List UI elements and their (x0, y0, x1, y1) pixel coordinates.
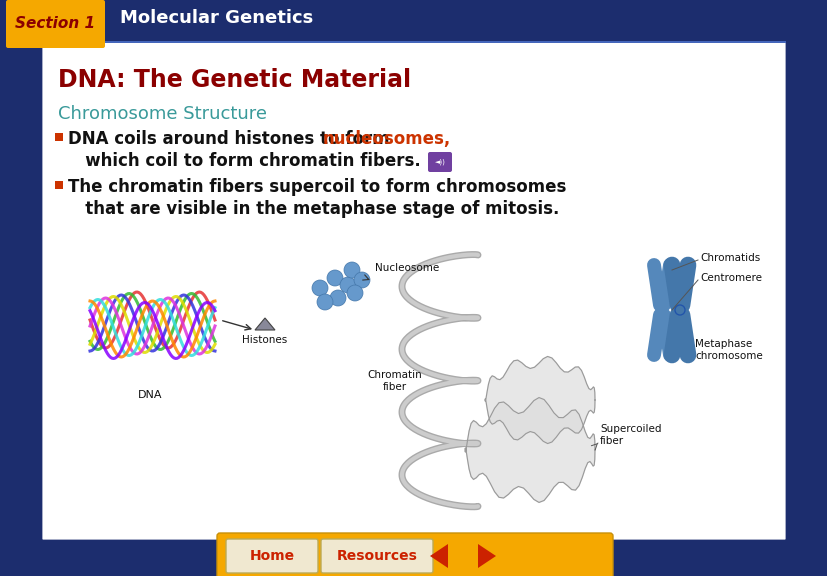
Circle shape (343, 262, 360, 278)
FancyBboxPatch shape (428, 152, 452, 172)
Text: Resources: Resources (336, 549, 417, 563)
Text: Chromatids: Chromatids (699, 253, 759, 263)
Circle shape (347, 285, 362, 301)
Text: which coil to form chromatin fibers.: which coil to form chromatin fibers. (68, 152, 420, 170)
Text: DNA coils around histones to form: DNA coils around histones to form (68, 130, 395, 148)
Text: Chromosome Structure: Chromosome Structure (58, 105, 266, 123)
Text: nucleosomes,: nucleosomes, (323, 130, 451, 148)
Polygon shape (477, 544, 495, 568)
Circle shape (327, 270, 342, 286)
Polygon shape (255, 318, 275, 330)
Text: The chromatin fibers supercoil to form chromosomes: The chromatin fibers supercoil to form c… (68, 178, 566, 196)
Text: Molecular Genetics: Molecular Genetics (120, 9, 313, 27)
Circle shape (330, 290, 346, 306)
Polygon shape (465, 397, 595, 502)
Circle shape (312, 280, 327, 296)
FancyBboxPatch shape (41, 37, 786, 541)
Text: ◄)): ◄)) (434, 159, 445, 165)
Text: that are visible in the metaphase stage of mitosis.: that are visible in the metaphase stage … (68, 200, 559, 218)
Text: Chromatin
fiber: Chromatin fiber (367, 370, 422, 392)
Polygon shape (429, 544, 447, 568)
Bar (0, 0, 827, 36)
FancyBboxPatch shape (6, 0, 105, 48)
Circle shape (317, 294, 332, 310)
Bar (55, 181, 63, 189)
Circle shape (340, 277, 356, 293)
Circle shape (674, 305, 684, 315)
Text: Centromere: Centromere (699, 273, 761, 283)
Bar (55, 133, 63, 141)
FancyBboxPatch shape (217, 533, 612, 576)
FancyBboxPatch shape (321, 539, 433, 573)
Text: Home: Home (249, 549, 294, 563)
Text: Metaphase
chromosome: Metaphase chromosome (694, 339, 762, 361)
Bar (42, 38, 785, 41)
Polygon shape (485, 357, 595, 444)
Text: Section 1: Section 1 (16, 17, 95, 32)
FancyBboxPatch shape (226, 539, 318, 573)
Text: Histones: Histones (242, 335, 287, 345)
Text: DNA: DNA (137, 390, 162, 400)
Text: Nucleosome: Nucleosome (375, 263, 438, 273)
Text: DNA: The Genetic Material: DNA: The Genetic Material (58, 68, 411, 92)
Text: Supercoiled
fiber: Supercoiled fiber (600, 424, 661, 446)
Circle shape (354, 272, 370, 288)
Bar (44, 230, 783, 520)
Bar (42, 41, 785, 43)
